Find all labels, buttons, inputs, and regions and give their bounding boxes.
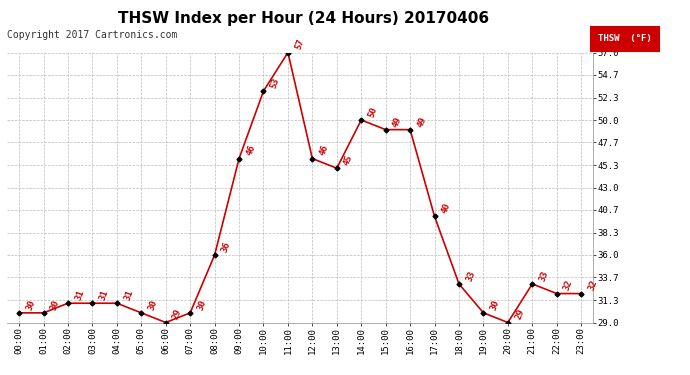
Text: 31: 31 bbox=[98, 289, 110, 302]
Text: 30: 30 bbox=[489, 298, 501, 312]
Text: 29: 29 bbox=[513, 308, 526, 321]
Text: 53: 53 bbox=[269, 76, 282, 90]
Text: 50: 50 bbox=[367, 105, 379, 118]
Text: 30: 30 bbox=[49, 298, 61, 312]
Text: 29: 29 bbox=[171, 308, 184, 321]
Text: 30: 30 bbox=[25, 298, 37, 312]
Text: 49: 49 bbox=[415, 115, 428, 128]
Text: 49: 49 bbox=[391, 115, 404, 128]
Text: 31: 31 bbox=[74, 289, 86, 302]
Text: THSW  (°F): THSW (°F) bbox=[598, 34, 651, 43]
Text: 46: 46 bbox=[318, 144, 330, 157]
Text: 46: 46 bbox=[245, 144, 257, 157]
Text: 30: 30 bbox=[147, 298, 159, 312]
Text: 36: 36 bbox=[220, 240, 233, 254]
Text: 32: 32 bbox=[586, 279, 599, 292]
Text: 31: 31 bbox=[122, 289, 135, 302]
Text: 33: 33 bbox=[538, 269, 550, 282]
Text: 57: 57 bbox=[293, 38, 306, 51]
Text: 45: 45 bbox=[342, 154, 355, 167]
Text: Copyright 2017 Cartronics.com: Copyright 2017 Cartronics.com bbox=[7, 30, 177, 40]
Text: THSW Index per Hour (24 Hours) 20170406: THSW Index per Hour (24 Hours) 20170406 bbox=[118, 11, 489, 26]
Text: 40: 40 bbox=[440, 202, 452, 215]
Text: 33: 33 bbox=[464, 269, 477, 282]
Text: 30: 30 bbox=[196, 298, 208, 312]
Text: 32: 32 bbox=[562, 279, 575, 292]
